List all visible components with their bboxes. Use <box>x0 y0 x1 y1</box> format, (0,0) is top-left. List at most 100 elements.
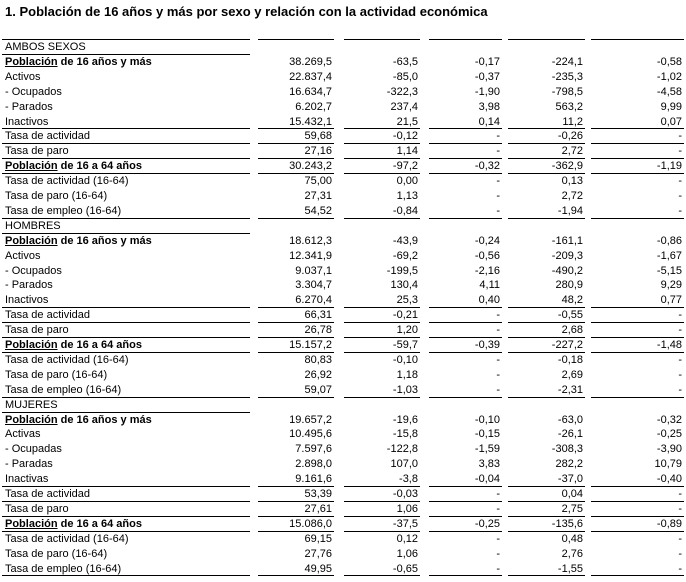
section-header-row: HOMBRES <box>2 219 686 234</box>
cell-value: - <box>429 502 502 517</box>
cell-value: -2,31 <box>508 383 585 398</box>
cell-value: 48,2 <box>508 293 585 309</box>
row-label: Tasa de actividad <box>2 129 250 145</box>
cell-value: - <box>591 502 684 517</box>
cell-value: - <box>678 532 682 545</box>
cell-value: 11,2 <box>508 115 585 130</box>
cell-value: -161,1 <box>551 234 583 247</box>
section-header-row: AMBOS SEXOS <box>2 40 686 55</box>
table-row: Activos 22.837,4 -85,0 -0,37 -235,3 -1,0… <box>2 70 686 85</box>
cell-value: -1,67 <box>656 249 682 262</box>
table-row: Inactivos 6.270,4 25,3 0,40 48,2 0,77 <box>2 293 686 309</box>
cell-value: -224,1 <box>551 56 583 68</box>
cell-value: 3,98 <box>478 100 500 113</box>
table-row: Tasa de paro 27,61 1,06 - 2,75 - <box>2 502 686 517</box>
section-empty-cell <box>591 40 684 55</box>
section-title: MUJERES <box>2 398 250 413</box>
cell-value: -0,04 <box>429 472 502 488</box>
cell-value: 22.837,4 <box>289 70 332 83</box>
cell-value: -2,16 <box>474 264 500 277</box>
cell-value: -0,03 <box>344 487 420 502</box>
table-row: - Ocupados 9.037,1 -199,5 -2,16 -490,2 -… <box>2 264 686 279</box>
cell-value: 26,78 <box>258 323 334 339</box>
cell-value: - <box>591 323 684 339</box>
cell-value: 2,72 <box>508 144 585 160</box>
cell-value: - <box>429 562 502 577</box>
row-label: Tasa de actividad (16-64) <box>5 532 129 545</box>
cell-value: -69,2 <box>392 249 418 262</box>
cell-value: 107,0 <box>390 458 418 471</box>
header-cell <box>508 36 585 40</box>
header-cell <box>429 36 502 40</box>
cell-value: -0,37 <box>474 70 500 83</box>
table-header-row <box>2 36 686 40</box>
cell-value: 9.037,1 <box>295 264 332 277</box>
cell-value: -1,19 <box>591 159 684 175</box>
table-row: Tasa de paro (16-64) 26,92 1,18 - 2,69 - <box>2 368 686 383</box>
row-label: - Parados <box>5 100 53 113</box>
cell-value: -322,3 <box>386 85 418 98</box>
row-label: Tasa de actividad <box>2 308 250 324</box>
row-label: Población de 16 años y más <box>2 234 250 249</box>
cell-value: -308,3 <box>551 443 583 456</box>
cell-value: -227,2 <box>508 338 585 353</box>
cell-value: - <box>591 144 684 160</box>
cell-value: - <box>496 547 500 560</box>
cell-value: - <box>678 353 682 366</box>
row-label-rest: de 16 años y más <box>57 234 152 247</box>
row-label-underlined: Población <box>5 413 58 426</box>
row-label: - Ocupadas <box>5 443 62 456</box>
row-label: Tasa de paro (16-64) <box>5 547 108 560</box>
cell-value: 2,75 <box>508 502 585 517</box>
row-label: Población de 16 a 64 años <box>2 338 250 353</box>
cell-value: -5,15 <box>656 264 682 277</box>
table-row: Tasa de empleo (16-64) 49,95 -0,65 - -1,… <box>2 562 686 577</box>
cell-value: - <box>591 383 684 398</box>
cell-value: 26,92 <box>304 368 332 381</box>
cell-value: - <box>429 487 502 502</box>
row-label: Población de 16 a 64 años <box>2 159 250 175</box>
table-row: - Ocupados 16.634,7 -322,3 -1,90 -798,5 … <box>2 85 686 100</box>
cell-value: -97,2 <box>344 159 420 175</box>
cell-value: 237,4 <box>390 100 418 113</box>
cell-value: 9,99 <box>660 100 682 113</box>
cell-value: -3,8 <box>344 472 420 488</box>
cell-value: -1,59 <box>474 443 500 456</box>
cell-value: 3.304,7 <box>295 279 332 292</box>
row-label-rest: de 16 años y más <box>57 56 152 68</box>
section-empty-cell <box>508 40 585 55</box>
cell-value: 2.898,0 <box>295 458 332 471</box>
cell-value: 2,68 <box>508 323 585 339</box>
cell-value: -43,9 <box>392 234 418 247</box>
cell-value: -0,58 <box>656 56 682 68</box>
table-row: Tasa de actividad 59,68 -0,12 - -0,26 - <box>2 129 686 145</box>
cell-value: 59,68 <box>258 129 334 145</box>
cell-value: -0,24 <box>474 234 500 247</box>
cell-value: 0,77 <box>591 293 684 309</box>
row-label: Tasa de empleo (16-64) <box>2 204 250 219</box>
cell-value: 21,5 <box>344 115 420 130</box>
cell-value: 59,07 <box>258 383 334 398</box>
cell-value: 0,14 <box>429 115 502 130</box>
header-cell <box>591 36 684 40</box>
table-row: Inactivas 9.161,6 -3,8 -0,04 -37,0 -0,40 <box>2 472 686 488</box>
cell-value: -209,3 <box>551 249 583 262</box>
cell-value: 1,13 <box>396 190 418 203</box>
cell-value: 66,31 <box>258 308 334 324</box>
cell-value: -1,55 <box>508 562 585 577</box>
row-label: Tasa de empleo (16-64) <box>2 562 250 577</box>
table-row: Tasa de paro (16-64) 27,76 1,06 - 2,76 - <box>2 547 686 562</box>
cell-value: -0,17 <box>474 56 500 68</box>
cell-value: 27,76 <box>304 547 332 560</box>
cell-value: 0,40 <box>429 293 502 309</box>
row-label: Inactivos <box>2 115 250 130</box>
cell-value: 53,39 <box>258 487 334 502</box>
cell-value: -490,2 <box>551 264 583 277</box>
table-row: Tasa de paro 27,16 1,14 - 2,72 - <box>2 144 686 160</box>
cell-value: -59,7 <box>344 338 420 353</box>
cell-value: -0,12 <box>344 129 420 145</box>
cell-value: 80,83 <box>304 353 332 366</box>
row-label-underlined: Población <box>5 56 58 68</box>
cell-value: 27,16 <box>258 144 334 160</box>
